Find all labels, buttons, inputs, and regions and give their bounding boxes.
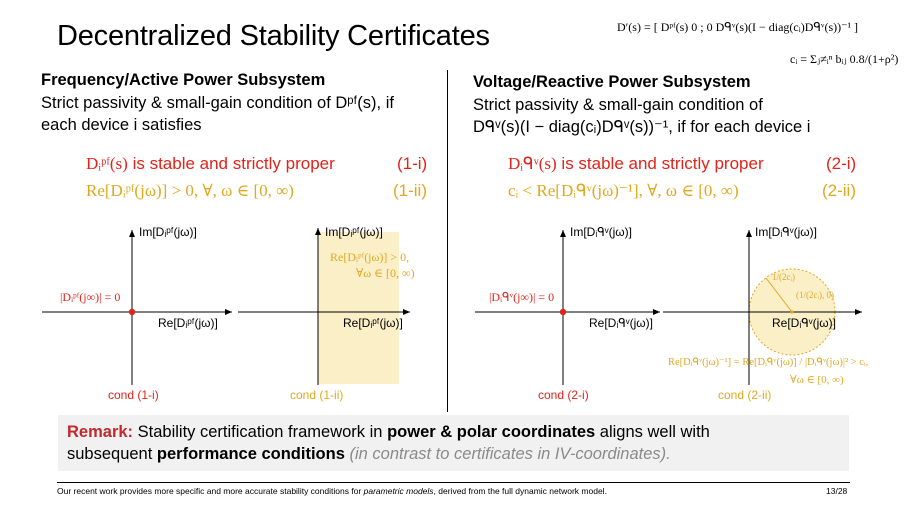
cond-2-i: Dᵢᑫᵛ(s) is stable and strictly proper bbox=[508, 154, 764, 174]
footer-note: Our recent work provides more specific a… bbox=[57, 486, 607, 496]
cond-2-ii: cᵢ < Re[Dᵢᑫᵛ(jω)⁻¹], ∀, ω ∈ [0, ∞) bbox=[508, 181, 739, 200]
remark-italic: (in contrast to certificates in IV-coord… bbox=[349, 445, 671, 463]
plot-1-ylabel: Im[Dᵢᵖᶠ(jω)] bbox=[139, 225, 197, 239]
page-number: 13/28 bbox=[826, 486, 848, 496]
footer-text-b: , derived from the full dynamic network … bbox=[433, 486, 607, 496]
slide-title: Decentralized Stability Certificates bbox=[57, 20, 490, 52]
left-text-1: Strict passivity & small-gain condition … bbox=[41, 94, 394, 112]
plot-3-origin-point bbox=[559, 308, 567, 316]
cond-2-i-tag: (2-i) bbox=[826, 154, 857, 173]
footer-text-a: Our recent work provides more specific a… bbox=[57, 486, 362, 496]
remark-text-c: subsequent bbox=[67, 445, 153, 463]
plot-3-caption: cond (2-i) bbox=[538, 388, 589, 402]
plot-2-ylabel: Im[Dᵢᵖᶠ(jω)] bbox=[325, 225, 383, 239]
remark-text: Remark: Stability certification framewor… bbox=[67, 421, 847, 465]
plot-1 bbox=[42, 230, 232, 385]
plot-2-annotation-1: Re[Dᵢᵖᶠ(jω)] > 0, bbox=[330, 250, 410, 264]
footer-rule bbox=[57, 482, 850, 483]
plot-1-origin-point bbox=[128, 308, 136, 316]
cond-1-ii: Re[Dᵢᵖᶠ(jω)] > 0, ∀, ω ∈ [0, ∞) bbox=[86, 181, 294, 200]
cond-1-i-text: is stable and strictly proper bbox=[132, 154, 335, 173]
plot-1-xlabel: Re[Dᵢᵖᶠ(jω)] bbox=[158, 316, 218, 330]
cond-1-i-tag: (1-i) bbox=[397, 154, 428, 173]
plot-4 bbox=[663, 230, 862, 385]
plot-4-annotation-2: ∀ω ∈ [0, ∞) bbox=[790, 374, 844, 386]
plot-4-radius-label: 1/(2cᵢ) bbox=[772, 272, 795, 282]
cond-2-ii-tag: (2-ii) bbox=[822, 181, 856, 200]
plot-1-caption: cond (1-i) bbox=[108, 388, 159, 402]
plot-1-annotation: |Dᵢᵖᶠ(j∞)| = 0 bbox=[60, 290, 121, 304]
cond-1-i-expr: Dᵢᵖᶠ(s) bbox=[86, 154, 128, 173]
plot-4-ylabel: Im[Dᵢᑫᵛ(jω)] bbox=[755, 225, 817, 239]
plot-2 bbox=[238, 228, 410, 385]
remark-bold-a: power & polar coordinates bbox=[387, 423, 596, 441]
remark-box: Remark: Stability certification framewor… bbox=[58, 415, 849, 471]
top-equation-D: D′(s) = [ Dᵖᶠ(s) 0 ; 0 Dᑫᵛ(s)(I − diag(c… bbox=[617, 20, 859, 34]
remark-text-a: Stability certification framework in bbox=[137, 423, 383, 441]
plot-2-caption: cond (1-ii) bbox=[290, 388, 344, 402]
cond-2-i-text: is stable and strictly proper bbox=[561, 154, 764, 173]
plot-4-annotation-1: Re[Dᵢᑫᵛ(jω)⁻¹] = Re[Dᵢᑫᵛ(jω)] / |Dᵢᑫᵛ(jω… bbox=[668, 357, 869, 368]
cond-1-ii-tag: (1-ii) bbox=[393, 181, 427, 200]
footer-italic: parametric models bbox=[363, 486, 434, 496]
plot-3 bbox=[475, 230, 660, 385]
right-text-2: Dᑫᵛ(s)(I − diag(cᵢ)Dᑫᵛ(s))⁻¹, if for eac… bbox=[473, 118, 811, 136]
column-divider bbox=[447, 70, 448, 412]
plot-3-xlabel: Re[Dᵢᑫᵛ(jω)] bbox=[589, 316, 653, 330]
plot-4-caption: cond (2-ii) bbox=[718, 388, 772, 402]
top-equation-c: cᵢ = Σⱼ≠ᵢⁿ bᵢⱼ 0.8/(1+ρ²) bbox=[790, 52, 899, 66]
plot-2-xlabel: Re[Dᵢᵖᶠ(jω)] bbox=[343, 316, 403, 330]
cond-1-i: Dᵢᵖᶠ(s) is stable and strictly proper bbox=[86, 154, 335, 174]
remark-text-b: aligns well with bbox=[599, 423, 710, 441]
left-text-2: each device i satisfies bbox=[41, 116, 202, 134]
plot-2-shaded-region bbox=[318, 232, 399, 384]
right-text-1: Strict passivity & small-gain condition … bbox=[473, 96, 763, 114]
plot-2-annotation-2: ∀ω ∈ [0, ∞) bbox=[356, 266, 415, 280]
plot-4-center-label: (1/(2cᵢ), 0) bbox=[796, 290, 834, 300]
left-heading: Frequency/Active Power Subsystem bbox=[41, 71, 326, 89]
remark-bold-b: performance conditions bbox=[156, 445, 345, 463]
right-heading: Voltage/Reactive Power Subsystem bbox=[473, 73, 751, 91]
plot-4-xlabel: Re[Dᵢᑫᵛ(jω)] bbox=[772, 316, 836, 330]
plot-4-center-point bbox=[790, 310, 794, 314]
plot-3-annotation: |Dᵢᑫᵛ(j∞)| = 0 bbox=[489, 290, 555, 304]
plot-4-radius-line bbox=[765, 277, 793, 313]
cond-2-i-expr: Dᵢᑫᵛ(s) bbox=[508, 154, 557, 173]
remark-label: Remark: bbox=[67, 423, 134, 441]
plot-3-ylabel: Im[Dᵢᑫᵛ(jω)] bbox=[570, 225, 632, 239]
